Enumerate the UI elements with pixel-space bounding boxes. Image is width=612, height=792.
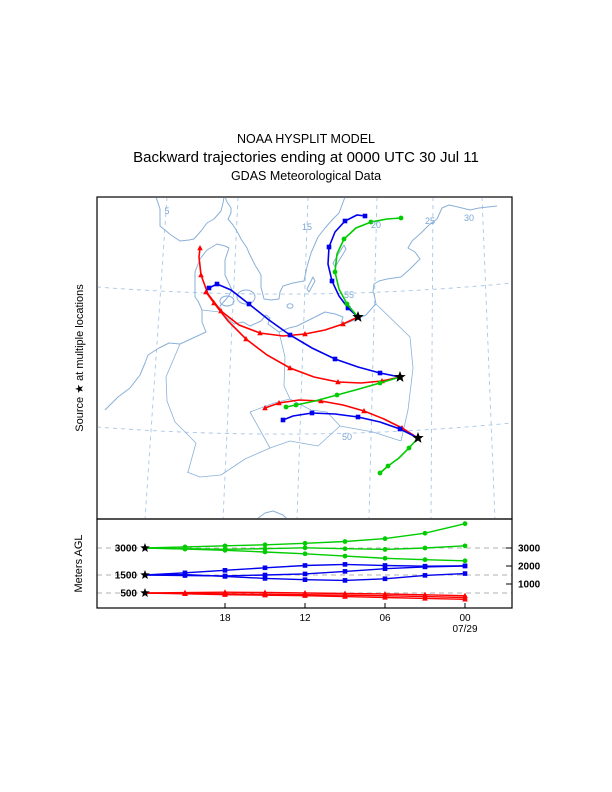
profile-left-tick: 1500 [115,571,138,582]
profile-left-tick: 500 [120,589,137,600]
profile-right-tick: 3000 [518,544,541,555]
title-block: NOAA HYSPLIT MODEL Backward trajectories… [0,131,612,185]
profile-src3-500m [144,590,468,602]
graticule-label: 15 [302,222,312,232]
graticule-label: 5 [164,206,169,216]
trajectory-src1-1500m [326,213,368,318]
map-panel: 5 15 20 25 30 55 50 [96,196,513,520]
trajectory-src2-1500m [206,281,401,378]
profile-right-tick: 1000 [518,580,541,591]
profile-src1-3000m [144,521,468,550]
profile-right-tick: 2000 [518,562,541,573]
source-star-layer [352,311,424,443]
graticule-label: 30 [464,213,474,223]
time-tick-label: 00 [459,613,471,624]
map-coastline [104,198,498,518]
profile-left-tick: 3000 [115,544,138,555]
time-tick-label: 12 [299,613,311,624]
trajectory-src3-1500m [280,410,419,439]
profile-layer [97,521,512,602]
map-borders [165,303,414,478]
title-main: Backward trajectories ending at 0000 UTC… [133,149,479,166]
title-model: NOAA HYSPLIT MODEL [236,132,375,146]
trajectory-src2-500m [203,289,401,385]
trajectory-src1-3000m [332,215,404,318]
title-dataset: GDAS Meteorological Data [230,169,382,183]
profile-src3-1500m [144,571,468,583]
trajectory-src3-500m [262,398,419,439]
map-border [96,196,513,520]
trajectory-src1-500m [197,245,359,337]
graticule-label: 25 [425,216,435,226]
graticule-label: 50 [342,432,352,442]
graticule-label: 55 [344,290,354,300]
time-tick-label: 06 [379,613,391,624]
map-label-layer: 5 15 20 25 30 55 50 [164,206,474,442]
profile-src3-3000m [144,546,468,564]
date-label: 07/29 [452,624,477,635]
trajectory-src2-3000m [283,376,401,410]
trajectory-src3-3000m [377,437,419,476]
graticule-label: 20 [371,220,381,230]
time-tick-label: 18 [219,613,231,624]
map-graticule [98,198,511,518]
trajectory-layer [197,213,419,476]
